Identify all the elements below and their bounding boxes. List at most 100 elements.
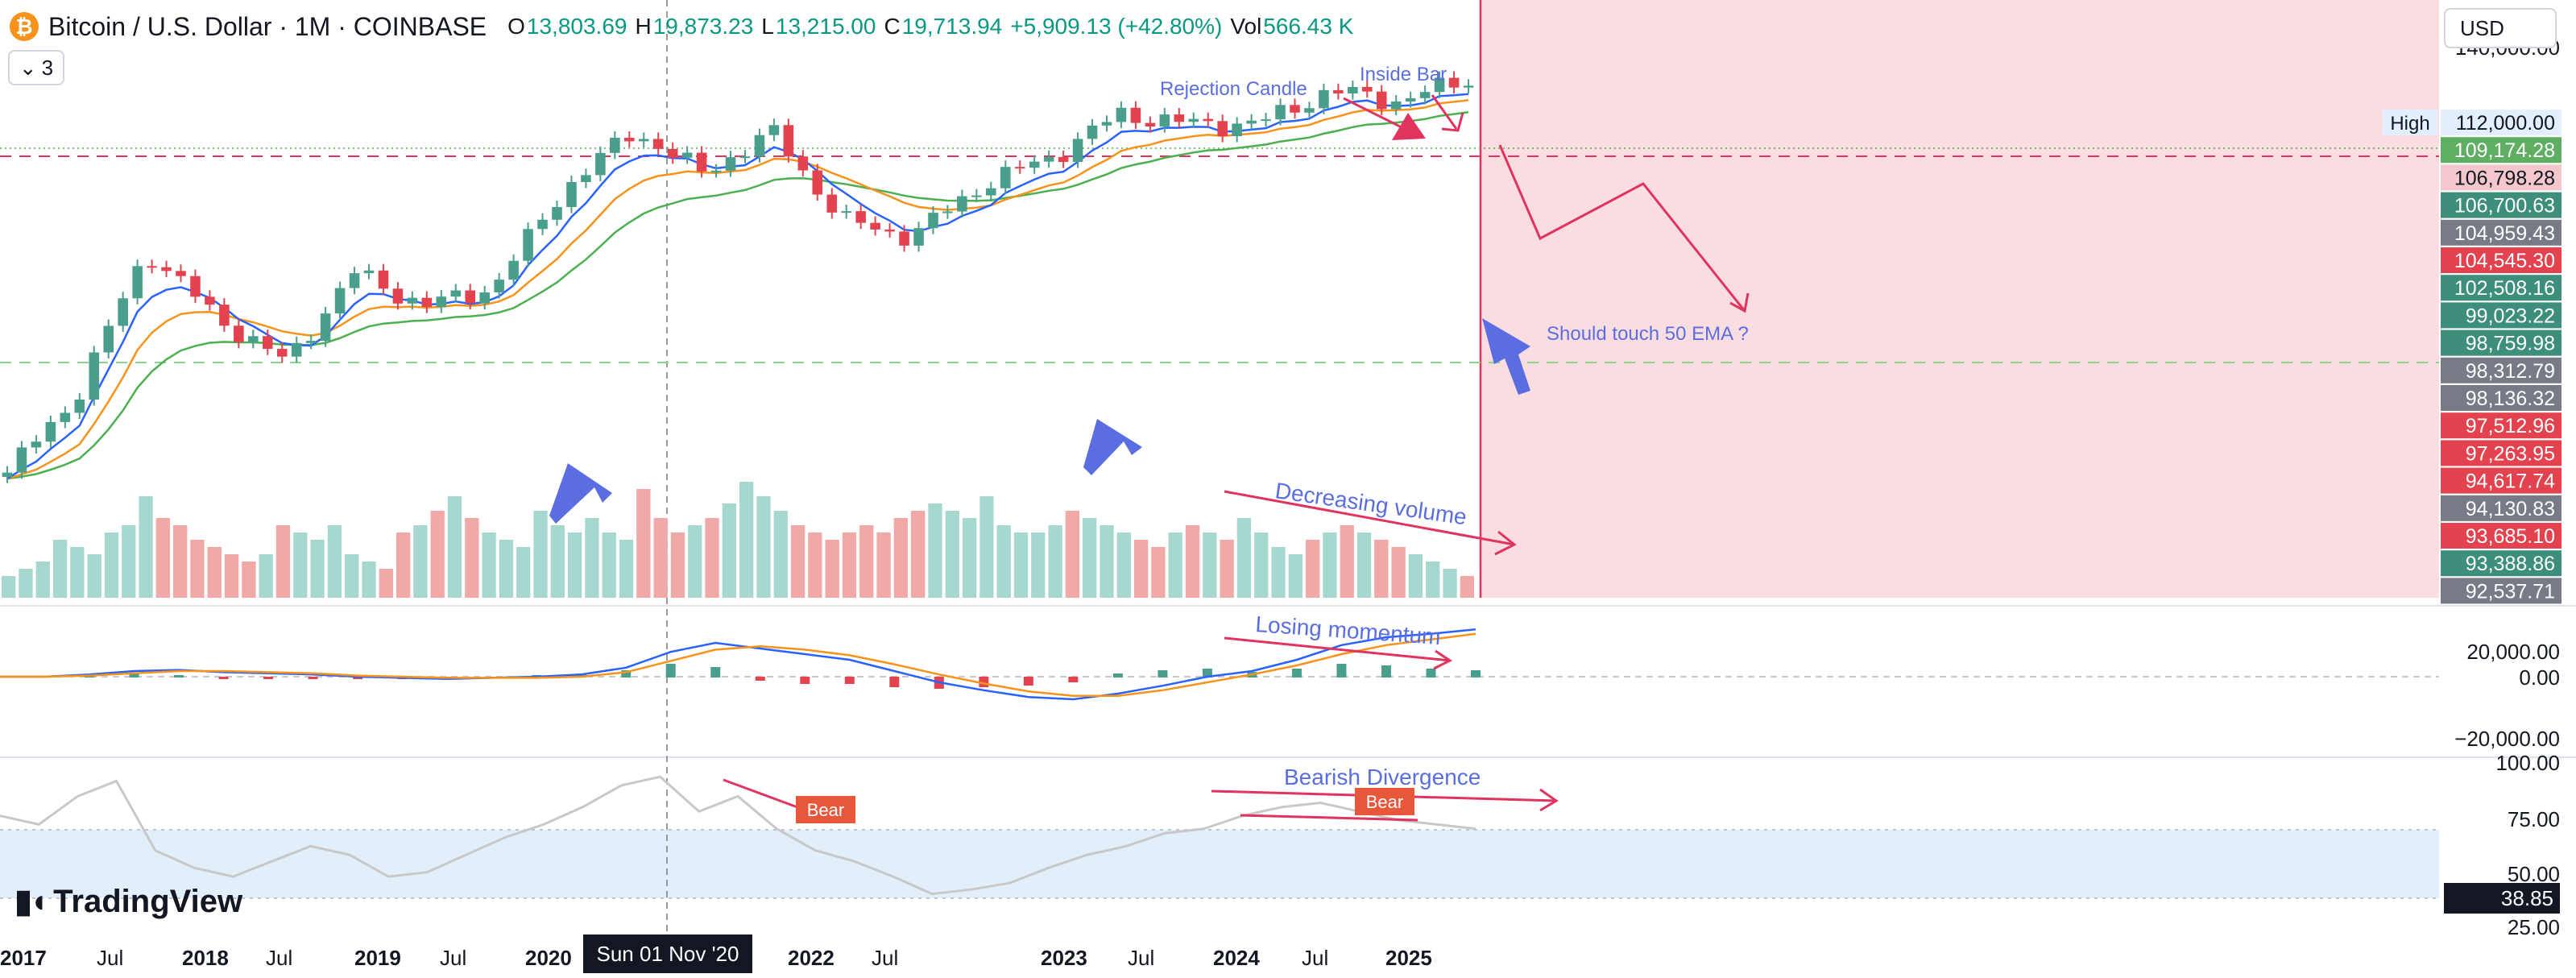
candle-body xyxy=(132,266,143,299)
macd-histogram-bar xyxy=(1202,669,1212,678)
price-badge-value: 109,174.28 xyxy=(2454,139,2555,162)
annotation-inside-bar: Inside Bar xyxy=(1360,64,1447,85)
candle-body xyxy=(450,290,462,297)
candle-body xyxy=(957,196,967,212)
volume-bar xyxy=(619,540,634,598)
price-badge xyxy=(2441,219,2562,246)
volume-bar xyxy=(2,576,16,598)
candle-body xyxy=(667,148,678,158)
price-badge xyxy=(2441,412,2562,439)
price-badge xyxy=(2441,357,2562,383)
candle-body xyxy=(1348,86,1358,94)
price-badge xyxy=(2441,192,2562,218)
volume-bar xyxy=(602,533,616,598)
candle-body xyxy=(392,288,404,304)
price-candles xyxy=(2,71,1474,483)
candle-body xyxy=(1188,118,1199,122)
high-value: 19,873.23 xyxy=(652,14,754,39)
indicator-count: 3 xyxy=(41,55,54,80)
candle-body xyxy=(479,292,490,304)
x-tick-label: 2022 xyxy=(788,946,835,970)
rsi-band xyxy=(0,830,2439,898)
volume-bar xyxy=(705,518,719,598)
candle-body xyxy=(205,296,215,305)
indicators-collapse-button[interactable]: ⌄ 3 xyxy=(8,50,64,85)
candle-body xyxy=(595,152,606,176)
macd-histogram-bar xyxy=(1336,664,1347,678)
arrowhead-losing-momentum xyxy=(1433,649,1452,670)
x-tick-label: 2020 xyxy=(525,946,572,970)
candle-body xyxy=(1246,120,1257,124)
volume-bar xyxy=(104,533,119,598)
price-badge-value: 93,388.86 xyxy=(2466,553,2555,575)
price-badge xyxy=(2441,495,2562,521)
candle-body xyxy=(797,156,809,171)
macd-histogram-bar xyxy=(353,677,363,679)
candle-body xyxy=(262,336,273,350)
candle-body xyxy=(436,296,447,308)
projection-zone xyxy=(1481,0,2439,598)
bear-label-1 xyxy=(796,796,855,823)
divergence-line-2024 xyxy=(1240,814,1418,822)
macd-histogram-bar xyxy=(1068,677,1079,682)
candle-body xyxy=(710,170,722,172)
symbol-title[interactable]: Bitcoin / U.S. Dollar · 1M · COINBASE xyxy=(48,11,487,41)
volume-bar xyxy=(155,518,171,598)
volume-bar xyxy=(275,525,291,598)
projection-path xyxy=(1498,144,1746,312)
macd-histogram-bar xyxy=(710,667,721,678)
volume-bar xyxy=(293,533,308,598)
arrow-losing-momentum xyxy=(1224,636,1451,662)
price-badge-value: 102,508.16 xyxy=(2454,277,2555,300)
volume-bar xyxy=(1013,533,1029,598)
price-badges: High 112,000.00 109,174.28 106,798.28 106,70… xyxy=(2383,110,2562,604)
candle-body xyxy=(1304,108,1315,113)
currency-button[interactable]: USD xyxy=(2444,8,2557,48)
candle-body xyxy=(1217,121,1228,136)
volume-bar xyxy=(379,569,393,598)
price-badge xyxy=(2441,275,2562,301)
x-tick-label: 2017 xyxy=(0,946,47,970)
candle-body xyxy=(870,222,880,230)
volume-bar xyxy=(1254,533,1269,598)
macd-histogram-bar xyxy=(576,673,586,678)
volume-bar xyxy=(533,511,548,598)
candle-body xyxy=(1174,114,1185,122)
volume-bar xyxy=(1426,562,1440,598)
annotation-decreasing-volume: Decreasing volume xyxy=(1274,478,1468,529)
candle-body xyxy=(812,170,823,195)
volume-bar xyxy=(567,533,582,598)
candle-body xyxy=(1232,123,1242,136)
volume-bar xyxy=(1168,533,1182,598)
tradingview-logo[interactable]: ▮◖ TradingView xyxy=(14,883,242,920)
candle-body xyxy=(349,273,360,288)
x-tick-label: Jul xyxy=(872,946,898,970)
low-value: 13,215.00 xyxy=(775,14,876,39)
volume-bar xyxy=(1031,533,1046,598)
arrow-support-2020 xyxy=(549,463,612,524)
macd-histogram-bar xyxy=(1471,670,1481,678)
price-badge-value: 104,545.30 xyxy=(2454,250,2555,272)
macd-pane xyxy=(0,628,1481,701)
x-tick-label: 2025 xyxy=(1385,946,1432,970)
candle-body xyxy=(696,152,707,172)
rsi-value-text: 38.85 xyxy=(2501,886,2553,910)
volume-bar xyxy=(1065,511,1080,598)
candle-body xyxy=(1101,122,1112,126)
volume-bar xyxy=(550,525,565,598)
price-badge xyxy=(2441,247,2562,273)
macd-histogram-bar xyxy=(755,677,765,681)
macd-line xyxy=(0,628,1476,701)
annotation-should-touch: Should touch 50 EMA ? xyxy=(1547,323,1749,345)
rsi-scale-label: 100.00 xyxy=(2495,751,2560,775)
arrow-support-2023 xyxy=(1083,419,1142,475)
candle-body xyxy=(276,349,288,357)
macd-histogram-bar xyxy=(621,670,632,678)
volume-bar xyxy=(310,540,325,598)
x-tick-label: Jul xyxy=(266,946,292,970)
volume-bar xyxy=(259,554,273,598)
candle-body xyxy=(1130,107,1141,123)
candle-body xyxy=(494,280,504,292)
candle-body xyxy=(465,290,476,304)
